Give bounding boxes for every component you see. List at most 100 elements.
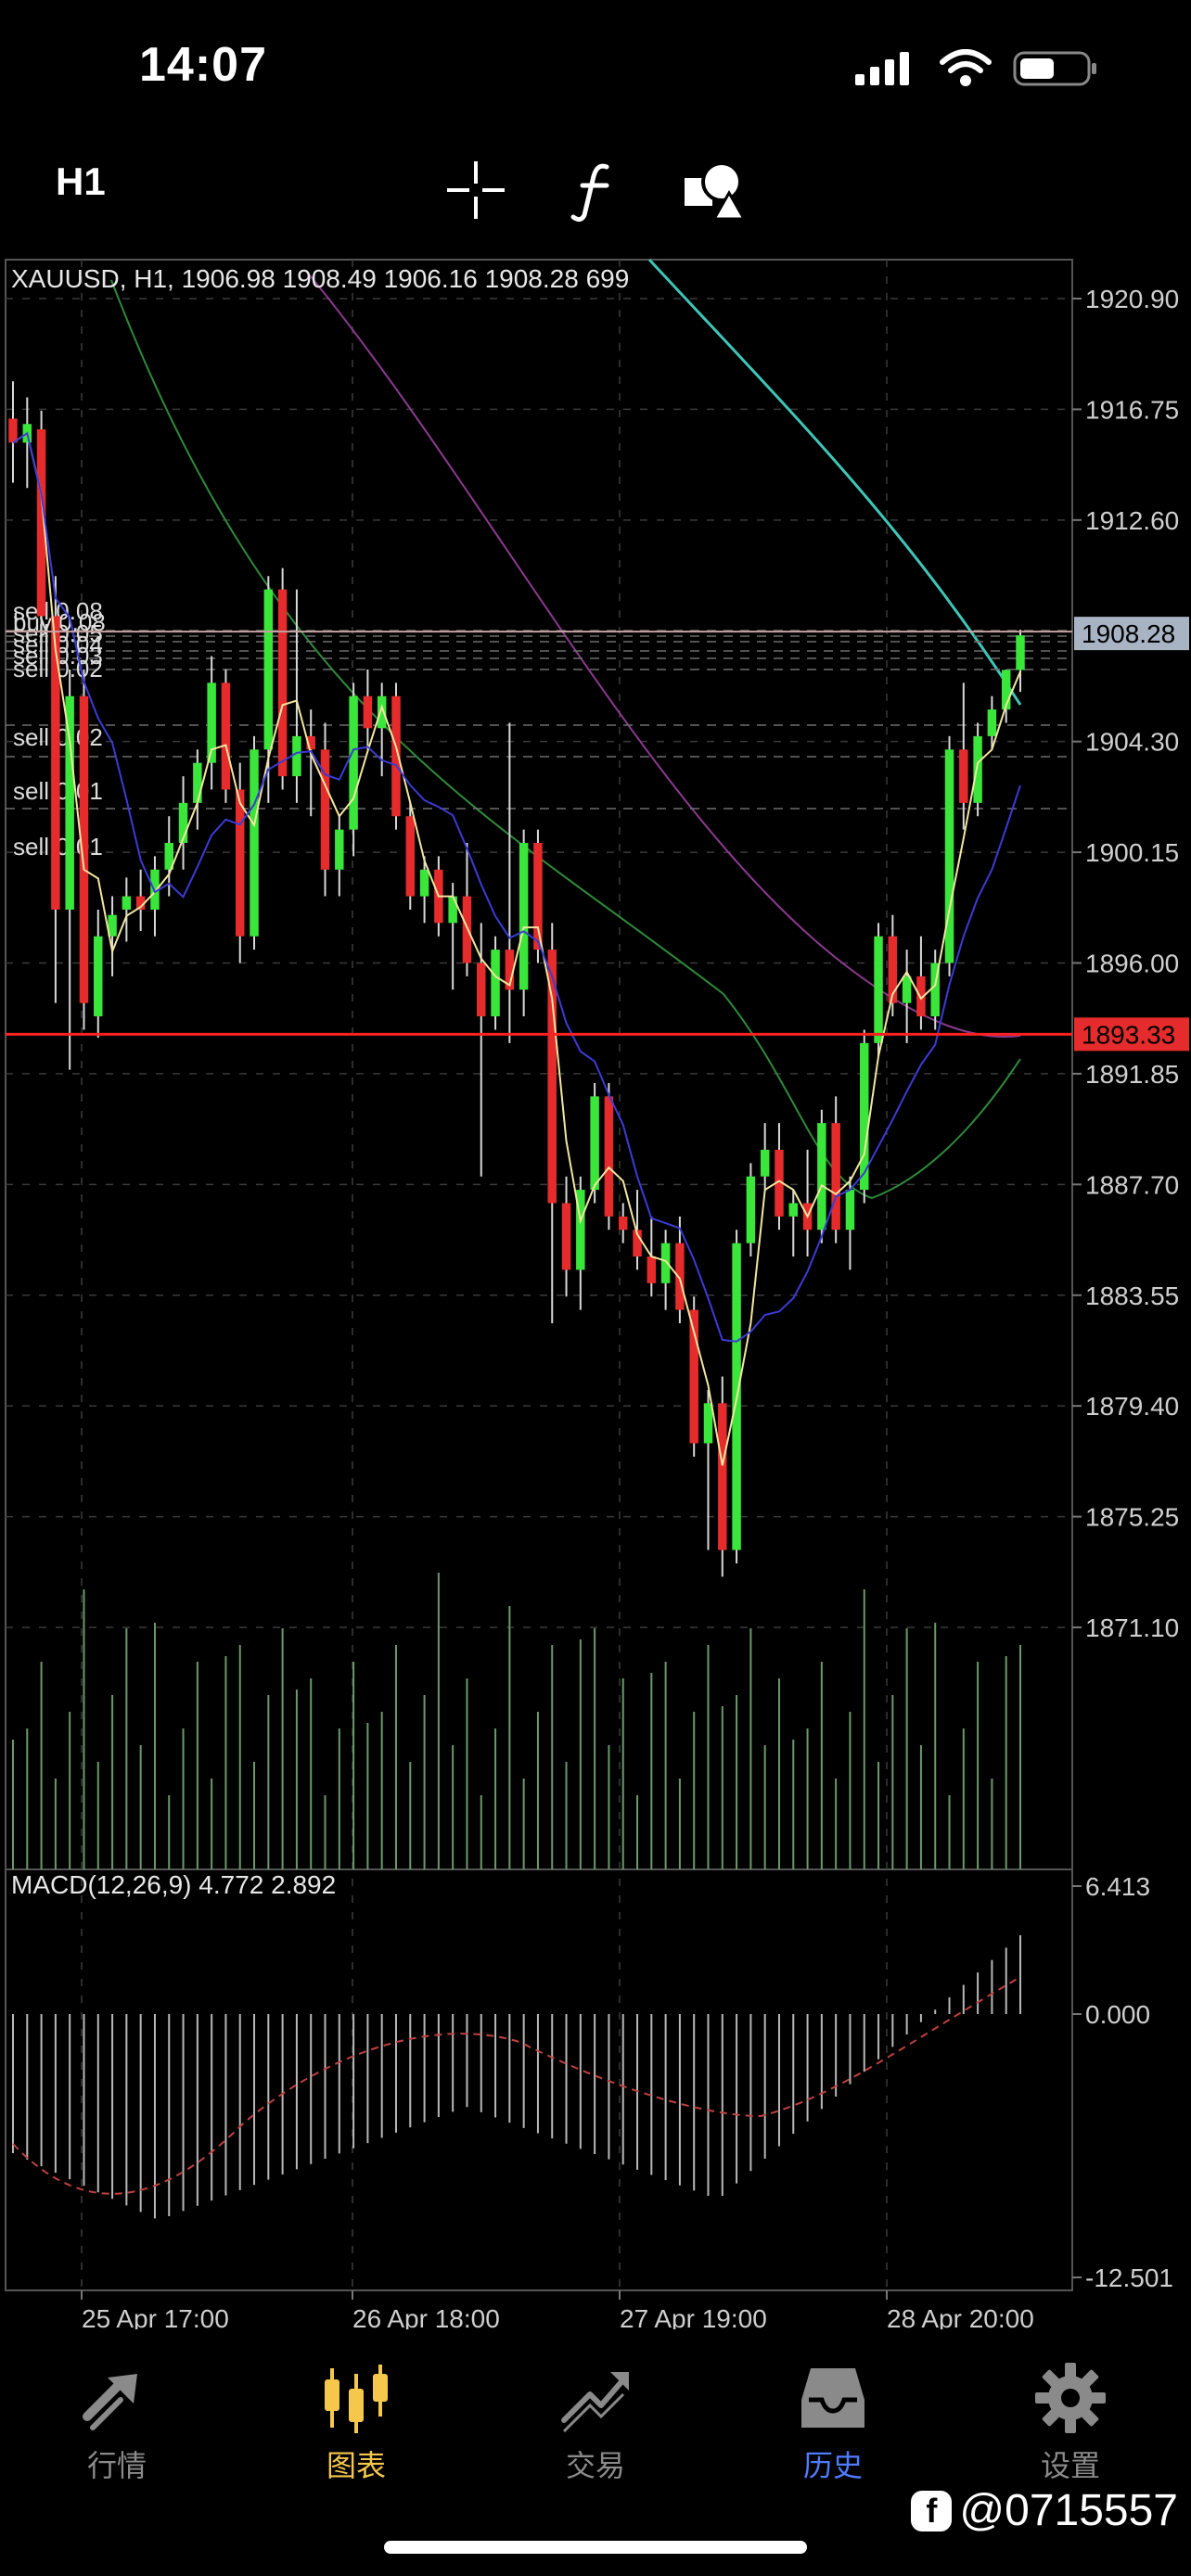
candle-body: [405, 816, 416, 897]
candle-body: [618, 1216, 628, 1231]
candle-body: [1001, 670, 1011, 710]
tab-history[interactable]: 历史: [740, 2346, 926, 2494]
tab-quotes[interactable]: 行情: [24, 2346, 210, 2494]
candle-body: [79, 695, 89, 1003]
horizontal-line-label: 1893.33: [1082, 1020, 1175, 1049]
candle-body: [775, 1149, 784, 1217]
candle-body: [448, 896, 457, 924]
date-axis-label: 26 Apr 18:00: [352, 2304, 500, 2329]
candle-body: [888, 936, 898, 1003]
indicators-f-icon[interactable]: [564, 158, 629, 223]
candle-body: [874, 936, 883, 1043]
candle-body: [419, 869, 429, 897]
candle-body: [533, 843, 543, 950]
macd-axis-label: -12.501: [1085, 2264, 1173, 2292]
candle-body: [902, 976, 912, 1003]
price-axis-label: 1875.25: [1085, 1503, 1179, 1532]
tab-settings[interactable]: 设置: [978, 2346, 1163, 2494]
ma-short-line: [12, 431, 1021, 1343]
candle-body: [207, 682, 216, 763]
candle-body: [335, 829, 344, 870]
price-axis-label: 1912.60: [1085, 506, 1179, 535]
watermark: f @0715557: [911, 2485, 1178, 2536]
candle-body: [94, 936, 103, 1017]
ma-slow-line: [647, 258, 1022, 706]
macd-axis-label: 6.413: [1085, 1872, 1150, 1901]
candle-body: [944, 749, 954, 963]
candle-body: [633, 1230, 642, 1257]
candle-body: [221, 682, 231, 790]
candlestick-chart-icon: [325, 2365, 388, 2433]
date-axis-label: 27 Apr 19:00: [620, 2304, 767, 2329]
history-inbox-icon: [801, 2368, 864, 2428]
tab-quotes-label: 行情: [86, 2448, 147, 2483]
candle-body: [590, 1096, 599, 1191]
price-chart[interactable]: 1920.90 1916.75 1912.60 1904.30 1900.15 1896.…: [0, 252, 1191, 2333]
candle-body: [391, 695, 401, 817]
candle-body: [363, 695, 373, 729]
tab-chart[interactable]: 图表: [263, 2346, 449, 2494]
price-axis-label: 1887.70: [1085, 1170, 1179, 1199]
candle-body: [959, 749, 968, 803]
price-axis-label: 1871.10: [1085, 1613, 1179, 1642]
tab-history-label: 历史: [802, 2448, 863, 2483]
candle-body: [164, 843, 173, 870]
chart-area[interactable]: 1920.90 1916.75 1912.60 1904.30 1900.15 1896.…: [0, 252, 1191, 2333]
current-price-label: 1908.28: [1082, 619, 1175, 648]
candle-body: [320, 749, 330, 870]
price-axis-label: 1916.75: [1085, 395, 1179, 424]
candle-body: [860, 1042, 869, 1191]
candle-body: [135, 896, 146, 910]
candle-body: [760, 1149, 770, 1177]
watermark-text: @0715557: [959, 2486, 1178, 2535]
horizontal-line-badge: [1074, 1017, 1189, 1052]
candle-body: [973, 735, 982, 803]
price-axis-label: 1883.55: [1085, 1282, 1179, 1310]
candle-body: [746, 1176, 756, 1243]
price-axis-label: 1896.00: [1085, 950, 1179, 978]
quotes-arrows-icon: [83, 2374, 137, 2430]
candle-body: [604, 1096, 614, 1217]
candle-body: [235, 789, 245, 937]
wifi-icon: [940, 49, 992, 86]
home-indicator: [384, 2541, 807, 2554]
tab-trade[interactable]: 交易: [503, 2346, 688, 2494]
chart-toolbar: H1: [0, 139, 1191, 250]
price-axis-label: 1879.40: [1085, 1392, 1179, 1421]
objects-shapes-icon[interactable]: [681, 158, 746, 223]
chart-header: XAUUSD, H1, 1906.98 1908.49 1906.16 1908…: [11, 264, 629, 293]
date-axis-label: 25 Apr 17:00: [82, 2304, 229, 2329]
candle-body: [916, 976, 926, 1017]
current-price-badge: [1074, 617, 1189, 651]
candle-body: [788, 1203, 799, 1217]
candle-body: [831, 1123, 840, 1231]
timeframe-button[interactable]: H1: [56, 159, 106, 203]
ma-mid-line: [110, 279, 1021, 1200]
crosshair-icon[interactable]: [443, 158, 508, 223]
candle-body: [675, 1243, 685, 1310]
candle-body: [51, 616, 60, 910]
candle-body: [647, 1256, 657, 1283]
candle-body: [845, 1190, 855, 1231]
candle-body: [491, 950, 500, 1017]
candle-body: [306, 735, 315, 750]
candle-body: [193, 762, 202, 803]
trade-trend-icon: [561, 2372, 629, 2433]
candle-body: [108, 914, 117, 937]
candle-body: [576, 1190, 585, 1270]
candle-body: [36, 428, 46, 617]
candle-body: [477, 963, 486, 1017]
candle-body: [277, 589, 288, 777]
candle-body: [292, 735, 301, 777]
macd-axis-label: 0.000: [1085, 2000, 1150, 2029]
candle-body: [718, 1403, 727, 1550]
watermark-logo-icon: f: [911, 2490, 953, 2531]
candle-body: [8, 418, 18, 443]
bottom-tab-bar: 行情 图表 交易 历史: [0, 2346, 1191, 2494]
candle-body: [519, 843, 529, 990]
candle-body: [505, 950, 515, 990]
ma-long-line: [305, 270, 1021, 1039]
date-axis-label: 28 Apr 20:00: [887, 2304, 1034, 2329]
tab-chart-label: 图表: [326, 2448, 386, 2483]
price-axis-label: 1900.15: [1085, 838, 1179, 867]
